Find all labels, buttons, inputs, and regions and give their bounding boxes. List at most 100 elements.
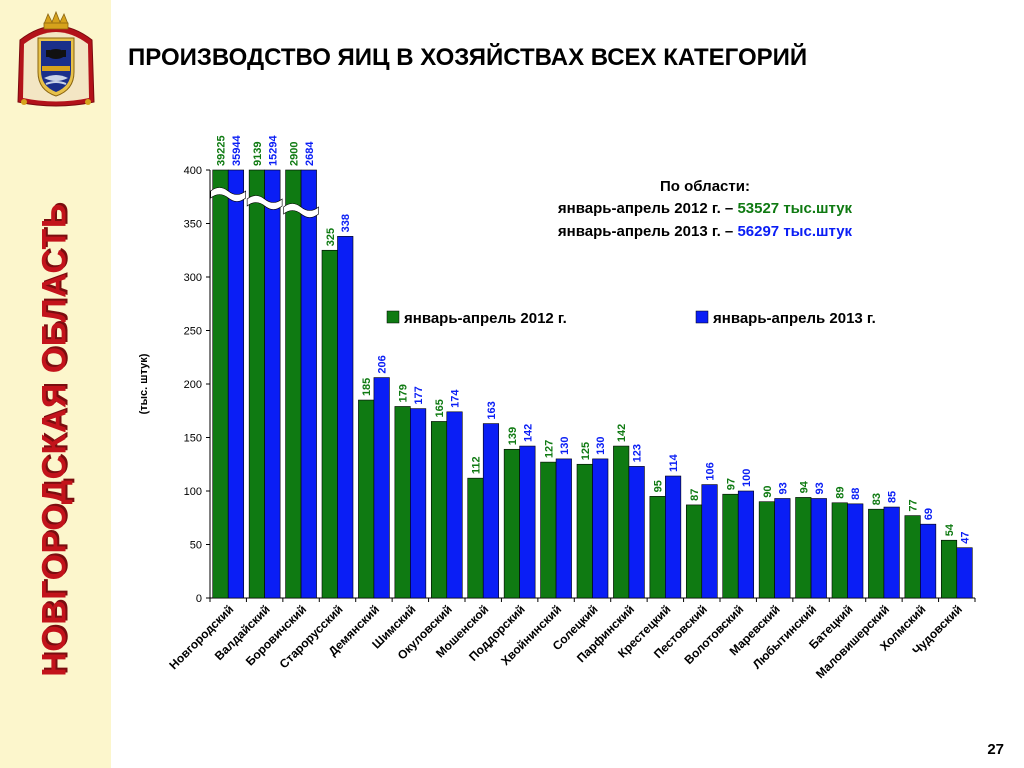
data-label-2013: 142 [522, 424, 534, 442]
bar-2012 [613, 445, 630, 599]
bar-2012 [940, 539, 958, 599]
y-tick-label: 300 [184, 272, 202, 284]
data-label-2012: 90 [762, 485, 774, 497]
bar-2012 [212, 169, 229, 599]
bar-2013 [227, 169, 245, 599]
bar-2012 [868, 508, 885, 599]
data-label-2013: 47 [960, 531, 972, 543]
category-label: Новгородский [166, 602, 236, 672]
data-label-2012: 83 [871, 493, 883, 505]
bar-2013 [410, 408, 427, 599]
axis-break-mark [283, 203, 319, 218]
axis-break-mark [246, 195, 283, 210]
y-tick-label: 100 [184, 486, 202, 498]
data-label-2012: 87 [689, 489, 701, 501]
data-label-2012: 95 [653, 480, 665, 492]
data-label-2012: 142 [616, 424, 628, 442]
legend-swatch-2013 [695, 310, 709, 324]
y-tick-label: 150 [184, 433, 202, 445]
data-label-2012: 165 [434, 399, 446, 417]
summary-heading: По области: [660, 178, 750, 195]
sidebar [0, 0, 111, 768]
summary-line-2012-value: 53527 тыс.штук [737, 200, 852, 217]
data-label-2013: 85 [887, 491, 899, 503]
bar-2013 [337, 236, 354, 599]
bar-2012 [722, 493, 739, 599]
bar-2012 [758, 501, 775, 599]
bar-2013 [774, 498, 791, 599]
bar-2013 [847, 503, 864, 599]
axis-break-mark [210, 187, 247, 202]
bar-2013 [810, 498, 827, 599]
data-label-2012: 9139 [252, 142, 264, 166]
bar-2013 [300, 169, 317, 599]
y-tick-label: 250 [184, 326, 202, 338]
bar-2013 [956, 547, 973, 599]
data-label-2012: 94 [798, 480, 810, 493]
data-label-2012: 54 [944, 523, 956, 536]
category-label: Старорусский [277, 602, 346, 671]
data-label-2012: 112 [470, 456, 482, 474]
bar-2012 [649, 496, 666, 599]
data-label-2013: 93 [777, 482, 789, 494]
bar-2012 [394, 406, 411, 599]
category-label: Любытинский [750, 602, 819, 671]
bar-2012 [285, 169, 302, 599]
data-label-2012: 125 [580, 442, 592, 460]
data-label-2012: 127 [543, 440, 555, 458]
y-tick-label: 200 [184, 379, 202, 391]
y-tick-label: 50 [190, 540, 202, 552]
legend-label-2012: январь-апрель 2012 г. [404, 310, 567, 327]
data-label-2013: 130 [595, 437, 607, 455]
bar-2013 [665, 475, 682, 599]
data-label-2012: 39225 [215, 135, 227, 166]
data-label-2013: 163 [486, 401, 498, 419]
bar-2012 [576, 463, 593, 599]
data-label-2012: 97 [725, 478, 737, 490]
bar-2012 [795, 497, 812, 599]
bar-2012 [685, 504, 703, 599]
bar-2012 [831, 502, 848, 599]
bar-2013 [737, 490, 755, 599]
bar-2012 [503, 448, 520, 599]
data-label-2012: 2900 [288, 142, 300, 166]
summary-line-2013-value: 56297 тыс.штук [737, 223, 852, 240]
bar-2013 [264, 169, 281, 599]
bar-2012 [540, 461, 557, 599]
y-axis-label: (тыс. штук) [138, 353, 150, 414]
data-label-2012: 77 [908, 499, 920, 511]
page-title: ПРОИЗВОДСТВО ЯИЦ В ХОЗЯЙСТВАХ ВСЕХ КАТЕГ… [128, 44, 808, 71]
data-label-2013: 100 [741, 469, 753, 487]
legend-swatch-2012 [386, 310, 400, 324]
sidebar-divider [111, 0, 113, 768]
data-label-2013: 15294 [267, 135, 279, 166]
bar-2013 [701, 484, 718, 599]
data-label-2013: 106 [705, 462, 717, 480]
data-label-2013: 88 [850, 488, 862, 500]
bar-2012 [321, 249, 338, 599]
data-label-2013: 206 [377, 355, 389, 373]
bar-2013 [446, 411, 463, 599]
bar-2012 [248, 169, 265, 599]
y-tick-label: 350 [184, 219, 202, 231]
data-label-2013: 174 [450, 389, 462, 408]
y-tick-label: 400 [184, 165, 202, 177]
bar-2013 [920, 523, 937, 599]
data-label-2013: 177 [413, 386, 425, 404]
bar-2013 [883, 506, 900, 599]
bar-2013 [482, 423, 500, 599]
data-label-2013: 69 [923, 508, 935, 520]
data-label-2013: 338 [340, 214, 352, 232]
bar-2013 [628, 466, 645, 599]
data-label-2012: 89 [835, 487, 847, 499]
data-label-2012: 179 [398, 384, 410, 402]
data-label-2012: 139 [507, 427, 519, 445]
y-tick-label: 0 [196, 593, 202, 605]
data-label-2013: 93 [814, 482, 826, 494]
bar-2013 [519, 445, 536, 599]
data-label-2012: 325 [325, 228, 337, 246]
bar-2013 [555, 458, 572, 599]
data-label-2012: 185 [361, 378, 373, 396]
bar-2012 [904, 515, 921, 599]
